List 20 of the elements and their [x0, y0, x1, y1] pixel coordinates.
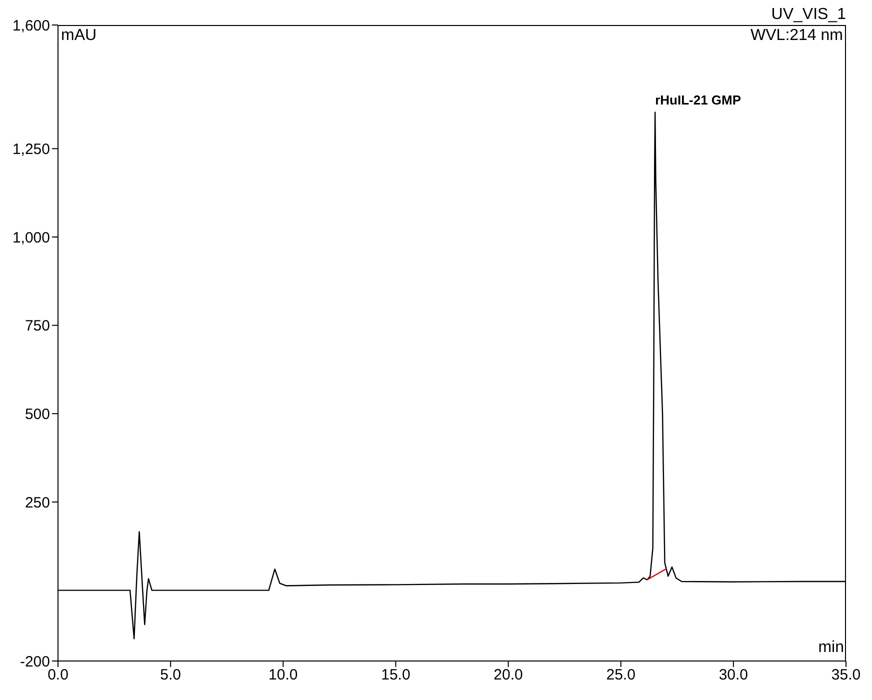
x-axis-title: min [818, 639, 844, 657]
x-tick-label: 20.0 [494, 666, 523, 684]
y-tick-label: 500 [24, 406, 50, 423]
x-tick-label: 0.0 [48, 666, 68, 684]
x-tick-label: 25.0 [606, 666, 636, 684]
chart-title: UV_VIS_1 [771, 6, 846, 24]
x-tick-label: 5.0 [160, 666, 181, 684]
y-tick-label: 250 [24, 494, 50, 512]
y-tick-label: -200 [20, 653, 50, 670]
y-tick-label: 750 [24, 318, 50, 335]
y-axis-title: mAU [61, 27, 97, 45]
y-tick-label: 1,000 [12, 229, 50, 246]
x-tick-label: 15.0 [381, 666, 410, 684]
x-tick-label: 35.0 [831, 666, 861, 684]
chart-subtitle: WVL:214 nm [750, 27, 843, 45]
x-tick-label: 30.0 [718, 666, 748, 684]
annotation: rHuIL-21 GMP [655, 92, 742, 108]
y-tick-label: 1,600 [12, 17, 50, 34]
y-tick-label: 1,250 [12, 140, 50, 158]
x-tick-label: 10.0 [268, 666, 298, 684]
